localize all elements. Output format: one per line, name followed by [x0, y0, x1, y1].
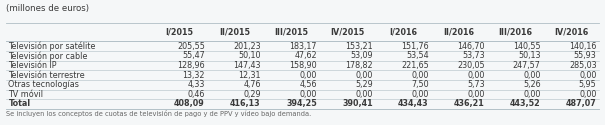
Text: 434,43: 434,43 — [398, 100, 429, 108]
Text: 0,00: 0,00 — [299, 90, 317, 99]
Text: Se incluyen los conceptos de cuotas de televisión de pago y de PPV y vídeo bajo : Se incluyen los conceptos de cuotas de t… — [6, 110, 312, 117]
Text: 0,00: 0,00 — [467, 71, 485, 80]
Text: 5,29: 5,29 — [355, 80, 373, 89]
Text: 5,26: 5,26 — [523, 80, 541, 89]
Text: 0,00: 0,00 — [579, 71, 597, 80]
Text: 153,21: 153,21 — [345, 42, 373, 51]
Text: 12,31: 12,31 — [238, 71, 261, 80]
Text: 247,57: 247,57 — [512, 61, 541, 70]
Text: 0,00: 0,00 — [299, 71, 317, 80]
Text: 5,73: 5,73 — [467, 80, 485, 89]
Text: 0,00: 0,00 — [523, 71, 541, 80]
Text: 55,47: 55,47 — [182, 51, 205, 60]
Text: IV/2016: IV/2016 — [554, 28, 588, 36]
Text: 183,17: 183,17 — [289, 42, 317, 51]
Text: I/2016: I/2016 — [389, 28, 417, 36]
Text: 5,95: 5,95 — [579, 80, 597, 89]
Text: 487,07: 487,07 — [566, 100, 597, 108]
Text: 50,13: 50,13 — [518, 51, 541, 60]
Text: 0,00: 0,00 — [411, 71, 429, 80]
Text: Televisión terrestre: Televisión terrestre — [8, 71, 85, 80]
Text: Televisión por satélite: Televisión por satélite — [8, 42, 96, 51]
Text: 158,90: 158,90 — [289, 61, 317, 70]
Text: 4,56: 4,56 — [299, 80, 317, 89]
Text: 285,03: 285,03 — [569, 61, 597, 70]
Text: 408,09: 408,09 — [174, 100, 205, 108]
Text: 50,10: 50,10 — [238, 51, 261, 60]
Text: 147,43: 147,43 — [234, 61, 261, 70]
Text: 230,05: 230,05 — [457, 61, 485, 70]
Text: 4,33: 4,33 — [188, 80, 205, 89]
Text: 13,32: 13,32 — [182, 71, 205, 80]
Text: IV/2015: IV/2015 — [330, 28, 364, 36]
Text: 7,50: 7,50 — [411, 80, 429, 89]
Text: 416,13: 416,13 — [230, 100, 261, 108]
Text: 140,16: 140,16 — [569, 42, 597, 51]
Text: 178,82: 178,82 — [345, 61, 373, 70]
Text: Otras tecnologías: Otras tecnologías — [8, 80, 79, 89]
Text: 4,76: 4,76 — [243, 80, 261, 89]
Text: 201,23: 201,23 — [233, 42, 261, 51]
Text: 151,76: 151,76 — [401, 42, 429, 51]
Text: 205,55: 205,55 — [177, 42, 205, 51]
Text: I/2015: I/2015 — [165, 28, 193, 36]
Text: 53,09: 53,09 — [350, 51, 373, 60]
Text: 0,00: 0,00 — [467, 90, 485, 99]
Text: 221,65: 221,65 — [401, 61, 429, 70]
Text: 0,00: 0,00 — [579, 90, 597, 99]
Text: 47,62: 47,62 — [294, 51, 317, 60]
Text: Televisión IP: Televisión IP — [8, 61, 57, 70]
Text: Televisión por cable: Televisión por cable — [8, 51, 88, 61]
Text: Total: Total — [8, 100, 31, 108]
Text: 0,29: 0,29 — [243, 90, 261, 99]
Text: 0,00: 0,00 — [355, 90, 373, 99]
Text: III/2016: III/2016 — [498, 28, 532, 36]
Text: 0,00: 0,00 — [355, 71, 373, 80]
Text: III/2015: III/2015 — [274, 28, 308, 36]
Text: 394,25: 394,25 — [286, 100, 317, 108]
Text: 128,96: 128,96 — [177, 61, 205, 70]
Text: TV móvil: TV móvil — [8, 90, 44, 99]
Text: 53,73: 53,73 — [462, 51, 485, 60]
Text: 146,70: 146,70 — [457, 42, 485, 51]
Text: 53,54: 53,54 — [406, 51, 429, 60]
Text: 0,46: 0,46 — [188, 90, 205, 99]
Text: 140,55: 140,55 — [513, 42, 541, 51]
Text: 0,00: 0,00 — [411, 90, 429, 99]
Text: 0,00: 0,00 — [523, 90, 541, 99]
Text: II/2016: II/2016 — [443, 28, 474, 36]
Text: II/2015: II/2015 — [220, 28, 250, 36]
Text: 436,21: 436,21 — [454, 100, 485, 108]
Text: 443,52: 443,52 — [510, 100, 541, 108]
Text: 390,41: 390,41 — [342, 100, 373, 108]
Text: (millones de euros): (millones de euros) — [6, 4, 89, 13]
Text: 55,93: 55,93 — [574, 51, 597, 60]
